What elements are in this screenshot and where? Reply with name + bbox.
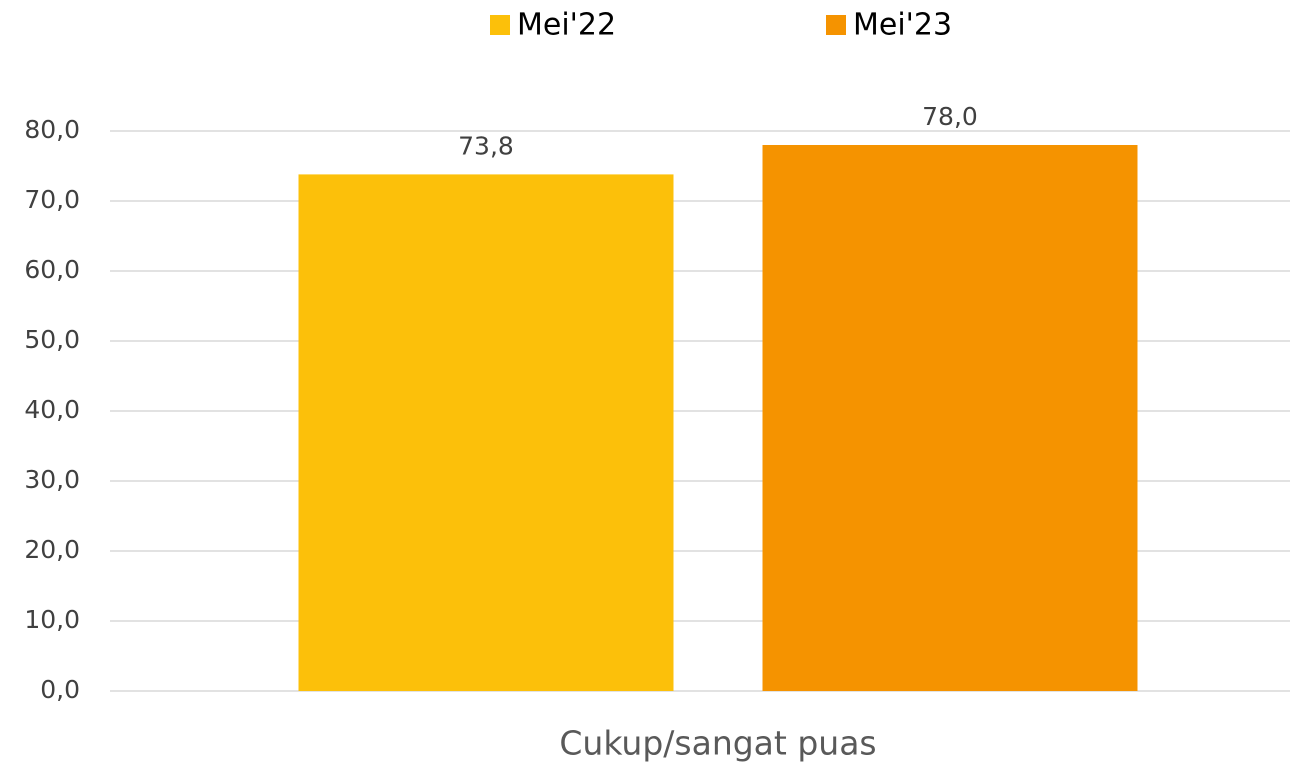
legend-swatch [826,15,846,35]
y-tick-label: 20,0 [24,535,80,564]
y-tick-label: 80,0 [24,115,80,144]
y-tick-label: 10,0 [24,605,80,634]
bar [298,174,674,691]
y-tick-label: 30,0 [24,465,80,494]
legend-label: Mei'22 [517,8,616,43]
bar [762,145,1138,691]
value-label: 78,0 [922,102,978,131]
x-tick-label: Cukup/sangat puas [559,724,876,762]
value-label: 73,8 [458,131,514,160]
y-tick-label: 40,0 [24,395,80,424]
y-tick-label: 60,0 [24,255,80,284]
legend-swatch [490,15,510,35]
y-tick-label: 70,0 [24,185,80,214]
y-tick-label: 50,0 [24,325,80,354]
y-tick-label: 0,0 [40,675,80,704]
legend-label: Mei'23 [853,8,952,43]
